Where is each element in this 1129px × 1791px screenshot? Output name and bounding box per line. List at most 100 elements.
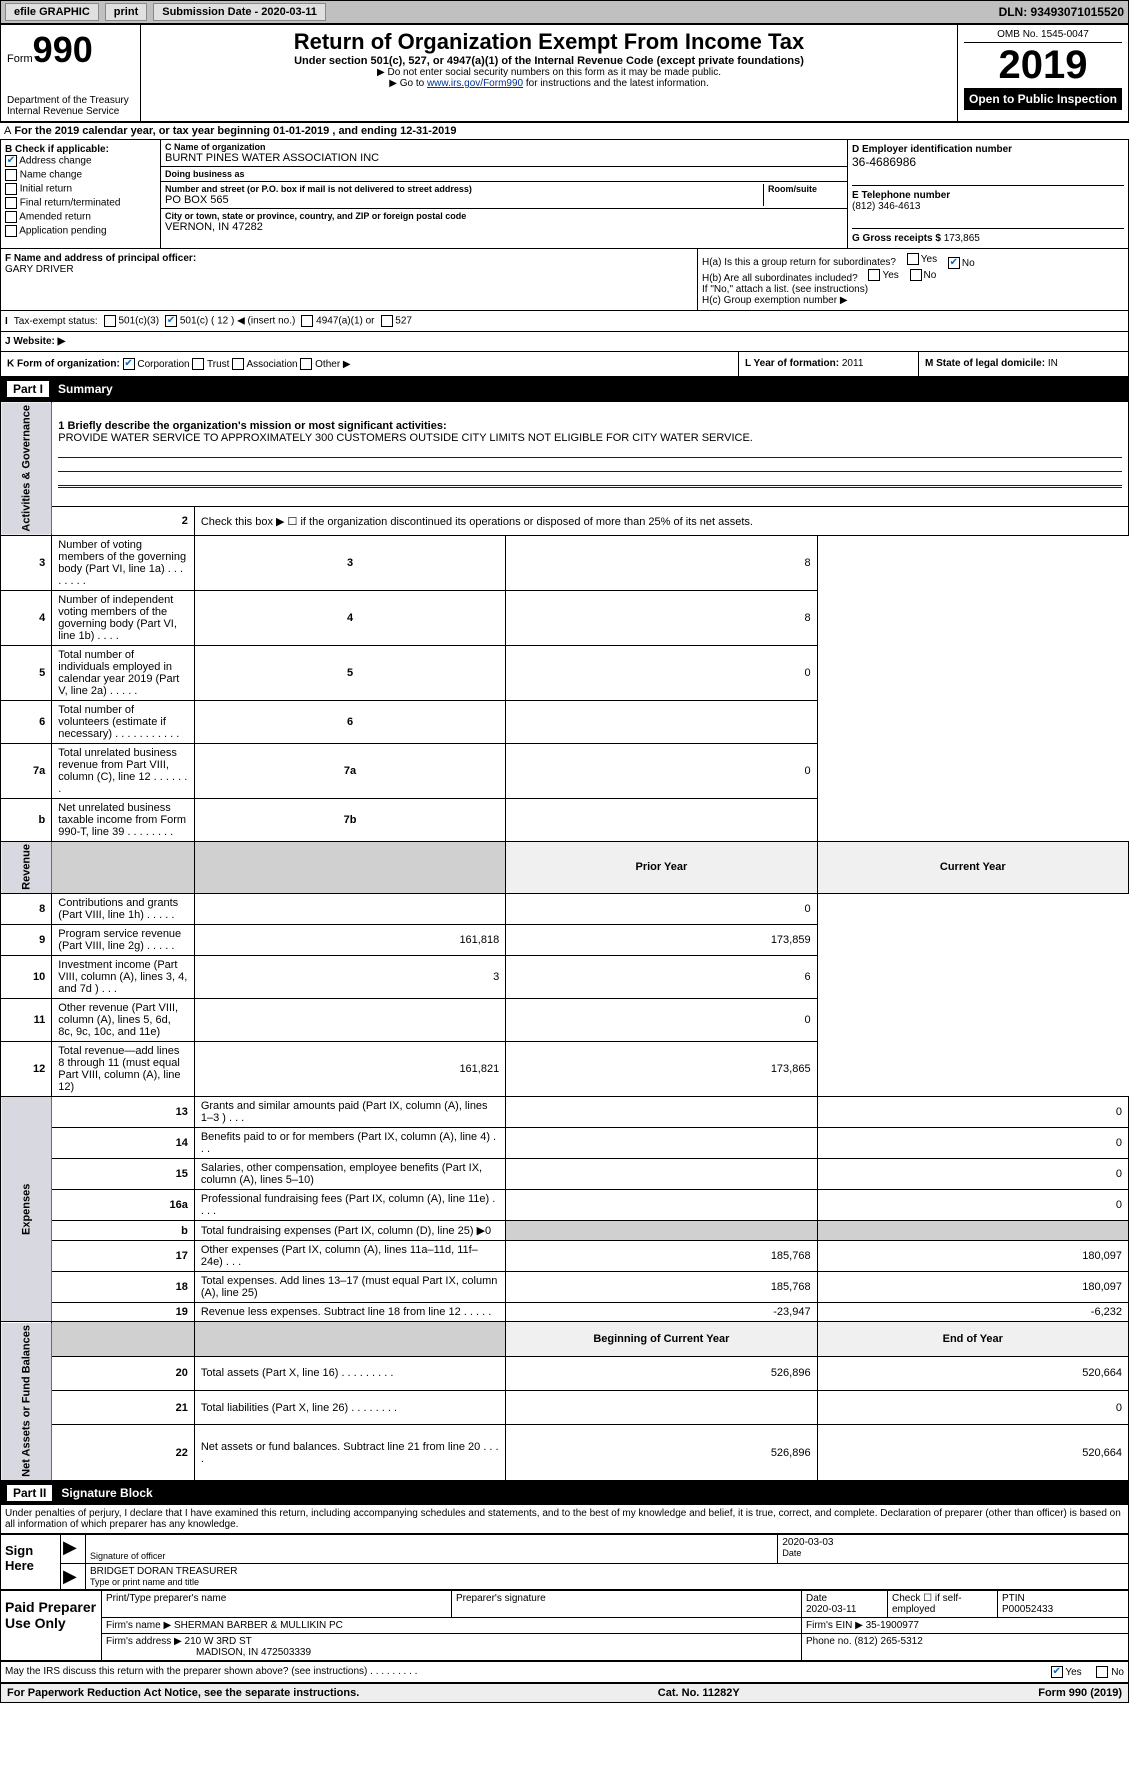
ptin-header: PTIN	[1002, 1593, 1124, 1604]
ha-no[interactable]: No	[948, 257, 975, 269]
note-goto-post: for instructions and the latest informat…	[523, 78, 709, 89]
hc-label: H(c) Group exemption number ▶	[702, 295, 1124, 306]
line-num: 8	[1, 894, 52, 925]
line-num: 22	[52, 1425, 195, 1481]
hb-yes[interactable]: Yes	[868, 269, 898, 281]
firm-ein: 35-1900977	[866, 1620, 919, 1631]
current-value: 173,865	[506, 1042, 817, 1097]
k-other[interactable]: Other ▶	[300, 359, 350, 370]
k-trust[interactable]: Trust	[192, 359, 229, 370]
line-num: 18	[52, 1272, 195, 1303]
form990-link[interactable]: www.irs.gov/Form990	[427, 78, 523, 89]
discuss-yes[interactable]: Yes	[1051, 1667, 1082, 1678]
status-527[interactable]: 527	[381, 315, 412, 327]
section-b-label: B Check if applicable:	[5, 144, 156, 155]
line-num: 12	[1, 1042, 52, 1097]
form-subtitle: Under section 501(c), 527, or 4947(a)(1)…	[147, 55, 951, 67]
prior-value: 161,821	[194, 1042, 505, 1097]
ha-yes[interactable]: Yes	[907, 253, 937, 265]
k-corp[interactable]: Corporation	[123, 359, 190, 370]
line-value	[506, 700, 817, 743]
website-label: J Website: ▶	[5, 336, 65, 347]
l-value: 2011	[842, 358, 864, 369]
open-inspection: Open to Public Inspection	[964, 88, 1122, 110]
firm-phone-label: Phone no.	[806, 1636, 852, 1647]
l-label: L Year of formation:	[745, 358, 839, 369]
summary-table: Activities & Governance 1 Briefly descri…	[0, 401, 1129, 1481]
shaded-cell	[817, 1221, 1128, 1241]
cat-no: Cat. No. 11282Y	[658, 1687, 740, 1699]
prior-value	[194, 894, 505, 925]
prep-sig-header: Preparer's signature	[452, 1591, 802, 1617]
line-num: 6	[1, 700, 52, 743]
hb-no[interactable]: No	[910, 269, 937, 281]
preparer-block: Paid Preparer Use Only Print/Type prepar…	[0, 1590, 1129, 1661]
top-bar: efile GRAPHIC print Submission Date - 20…	[0, 0, 1129, 24]
status-501c[interactable]: 501(c) ( 12 ) ◀ (insert no.)	[165, 315, 295, 327]
print-button[interactable]: print	[105, 3, 147, 21]
current-value: 6	[506, 956, 817, 999]
note-ssn: ▶ Do not enter social security numbers o…	[147, 67, 951, 78]
line-num: 11	[1, 999, 52, 1042]
current-value: 520,664	[817, 1356, 1128, 1390]
line-desc: Benefits paid to or for members (Part IX…	[194, 1128, 505, 1159]
sign-here-label: Sign Here	[1, 1535, 61, 1589]
discuss-question: May the IRS discuss this return with the…	[5, 1666, 417, 1678]
line-desc: Number of voting members of the governin…	[52, 535, 195, 590]
firm-phone: (812) 265-5312	[854, 1636, 922, 1647]
line-desc: Investment income (Part VIII, column (A)…	[52, 956, 195, 999]
officer-label: F Name and address of principal officer:	[5, 253, 693, 264]
current-value: 520,664	[817, 1425, 1128, 1481]
shaded-cell	[506, 1221, 817, 1241]
discuss-no[interactable]: No	[1096, 1667, 1124, 1678]
side-activities: Activities & Governance	[1, 402, 52, 536]
part2-header: Part II Signature Block	[0, 1481, 1129, 1505]
sign-block: Sign Here ▶ Signature of officer 2020-03…	[0, 1534, 1129, 1590]
gross-receipts-label: G Gross receipts $	[852, 233, 941, 244]
firm-addr1: 210 W 3RD ST	[185, 1636, 252, 1647]
efile-label[interactable]: efile GRAPHIC	[5, 3, 99, 21]
check-final-return[interactable]: Final return/terminated	[5, 197, 156, 209]
part1-title: Summary	[58, 382, 113, 396]
line-desc: Total liabilities (Part X, line 26) . . …	[194, 1390, 505, 1424]
line-num: 7a	[1, 743, 52, 798]
prior-value	[506, 1097, 817, 1128]
officer-group-block: F Name and address of principal officer:…	[0, 249, 1129, 311]
tax-exempt-row: I Tax-exempt status: 501(c)(3) 501(c) ( …	[0, 311, 1129, 332]
current-year-header: Current Year	[817, 841, 1128, 894]
line-desc: Program service revenue (Part VIII, line…	[52, 925, 195, 956]
prep-selfemployed[interactable]: Check ☐ if self-employed	[888, 1591, 998, 1617]
check-initial-return[interactable]: Initial return	[5, 183, 156, 195]
prior-year-header: Prior Year	[506, 841, 817, 894]
part2-title: Signature Block	[61, 1486, 152, 1500]
prior-value: 526,896	[506, 1425, 817, 1481]
check-amended-return[interactable]: Amended return	[5, 211, 156, 223]
ha-label: H(a) Is this a group return for subordin…	[702, 257, 896, 268]
line-box: 7a	[194, 743, 505, 798]
prior-value	[506, 1128, 817, 1159]
line-num: 4	[1, 590, 52, 645]
check-name-change[interactable]: Name change	[5, 169, 156, 181]
current-value: 173,859	[506, 925, 817, 956]
check-address-change[interactable]: Address change	[5, 155, 156, 167]
line-num: 14	[52, 1128, 195, 1159]
line-num: 21	[52, 1390, 195, 1424]
status-501c3[interactable]: 501(c)(3)	[104, 315, 159, 327]
k-assoc[interactable]: Association	[232, 359, 297, 370]
signer-name: BRIDGET DORAN TREASURER	[90, 1566, 1124, 1577]
line-desc: Total assets (Part X, line 16) . . . . .…	[194, 1356, 505, 1390]
current-value: 180,097	[817, 1272, 1128, 1303]
status-4947[interactable]: 4947(a)(1) or	[301, 315, 374, 327]
line-box: 3	[194, 535, 505, 590]
check-application-pending[interactable]: Application pending	[5, 225, 156, 237]
prior-value: 526,896	[506, 1356, 817, 1390]
perjury-statement: Under penalties of perjury, I declare th…	[0, 1505, 1129, 1534]
phone: (812) 346-4613	[852, 201, 1124, 212]
line-num: 17	[52, 1241, 195, 1272]
current-value: 0	[817, 1097, 1128, 1128]
firm-name: SHERMAN BARBER & MULLIKIN PC	[174, 1620, 343, 1631]
line-num: 16a	[52, 1190, 195, 1221]
line-box: 7b	[194, 798, 505, 841]
line-desc: Contributions and grants (Part VIII, lin…	[52, 894, 195, 925]
preparer-label: Paid Preparer Use Only	[1, 1591, 101, 1660]
